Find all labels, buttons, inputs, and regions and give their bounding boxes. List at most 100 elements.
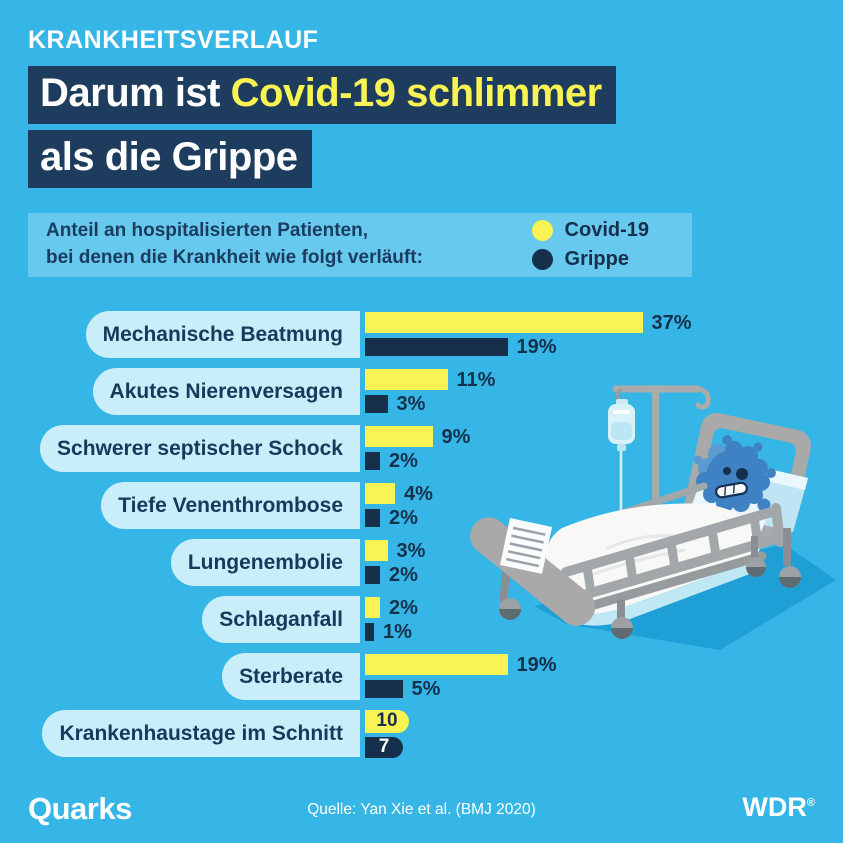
category-label: Tiefe Venenthrombose <box>101 482 360 529</box>
grippe-dot-icon <box>531 249 553 270</box>
chart-row: Lungenembolie 3% 2% <box>28 539 692 586</box>
category-cell: Sterberate <box>28 653 360 700</box>
bar-line-grippe: 19% <box>365 337 692 357</box>
category-cell: Mechanische Beatmung <box>28 311 360 358</box>
bar-line-covid: 19% <box>365 654 557 675</box>
legend-description: Anteil an hospitalisierten Patienten, be… <box>46 218 423 271</box>
category-label: Schwerer septischer Schock <box>40 425 360 472</box>
category-label: Akutes Nierenversagen <box>92 368 360 415</box>
bar-line-covid: 4% <box>365 483 433 504</box>
bar-covid <box>365 654 508 675</box>
bar-covid <box>365 483 395 504</box>
title-line1-white: Darum ist <box>40 71 231 115</box>
bars-group: 9% 2% <box>365 426 470 471</box>
bar-line-covid: 3% <box>365 540 425 561</box>
legend-item-covid: Covid-19 <box>531 219 649 242</box>
category-label: Krankenhaustage im Schnitt <box>42 710 360 757</box>
title-line1-highlight: Covid-19 schlimmer <box>230 71 603 115</box>
bar-line-grippe: 3% <box>365 394 495 414</box>
bars-group: 4% 2% <box>365 483 433 528</box>
bar-grippe <box>365 452 380 470</box>
bar-line-covid: 37% <box>365 312 692 333</box>
legend-item-grippe: Grippe <box>531 248 649 271</box>
category-cell: Tiefe Venenthrombose <box>28 482 360 529</box>
chart-row: Sterberate 19% 5% <box>28 653 692 700</box>
bar-value-label: 19% <box>516 336 557 358</box>
category-cell: Akutes Nierenversagen <box>28 368 360 415</box>
bar-value-label: 5% <box>411 678 441 700</box>
covid-dot-icon <box>531 220 553 241</box>
bar-line-grippe: 1% <box>365 622 418 642</box>
bar-line-grippe: 2% <box>365 451 470 471</box>
chart-row: Schwerer septischer Schock 9% 2% <box>28 425 692 472</box>
legend-items: Covid-19 Grippe <box>531 219 649 271</box>
bar-line-grippe: 2% <box>365 565 425 585</box>
bar-value-label: 4% <box>404 482 433 505</box>
bars-group: 3% 2% <box>365 540 425 585</box>
bar-value-label: 1% <box>383 621 412 643</box>
bar-value-label: 2% <box>389 564 418 586</box>
bar-value-label: 19% <box>516 653 557 676</box>
bed-legs <box>499 528 791 624</box>
category-label: Mechanische Beatmung <box>85 311 360 358</box>
category-label: Schlaganfall <box>202 596 360 643</box>
bar-covid <box>365 540 388 561</box>
category-cell: Lungenembolie <box>28 539 360 586</box>
bar-grippe <box>365 338 508 356</box>
bar-grippe <box>365 623 374 641</box>
bar-value-label: 2% <box>389 596 418 619</box>
iv-drip-icon <box>608 385 711 513</box>
kicker: KRANKHEITSVERLAUF <box>28 26 319 54</box>
bars-group: 19% 5% <box>365 654 557 699</box>
legend: Anteil an hospitalisierten Patienten, be… <box>28 213 692 277</box>
hospital-bed-illustration <box>470 385 836 650</box>
bars-group: 10 7 <box>365 709 409 758</box>
category-cell: Krankenhaustage im Schnitt <box>28 710 360 757</box>
legend-item-covid-label: Covid-19 <box>564 219 649 241</box>
category-label: Sterberate <box>222 653 360 700</box>
bar-line-covid: 2% <box>365 597 418 618</box>
chart-row: Mechanische Beatmung 37% 19% <box>28 311 692 358</box>
source-text: Quelle: Yan Xie et al. (BMJ 2020) <box>307 801 536 818</box>
page-title: Darum ist Covid-19 schlimmer als die Gri… <box>28 66 616 188</box>
title-line-1: Darum ist Covid-19 schlimmer <box>28 66 616 124</box>
bar-grippe: 7 <box>365 736 403 758</box>
chart-row: Krankenhaustage im Schnitt 10 7 <box>28 709 692 758</box>
bar-covid <box>365 426 433 447</box>
bar-value-label: 9% <box>441 425 471 448</box>
bar-value-label: 2% <box>389 507 418 529</box>
bar-line-covid: 10 <box>365 709 409 733</box>
legend-description-line1: Anteil an hospitalisierten Patienten, <box>46 220 369 242</box>
bar-line-grippe: 7 <box>365 736 409 758</box>
bar-grippe <box>365 680 403 698</box>
near-rail <box>561 503 785 604</box>
chart-row: Schlaganfall 2% 1% <box>28 596 692 643</box>
bar-covid <box>365 597 380 618</box>
bar-value-label: 3% <box>396 393 426 415</box>
bar-value-label: 2% <box>389 450 418 472</box>
bar-covid <box>365 312 643 333</box>
chart-row: Tiefe Venenthrombose 4% 2% <box>28 482 692 529</box>
bar-line-covid: 11% <box>365 369 495 390</box>
registered-mark: ® <box>806 797 815 809</box>
category-label: Lungenembolie <box>170 539 360 586</box>
quarks-logo: Quarks <box>28 791 132 826</box>
bar-grippe <box>365 509 380 527</box>
legend-item-grippe-label: Grippe <box>564 248 629 270</box>
bar-covid <box>365 369 448 390</box>
bar-line-grippe: 5% <box>365 679 557 699</box>
chart-row: Akutes Nierenversagen 11% 3% <box>28 368 692 415</box>
category-cell: Schwerer septischer Schock <box>28 425 360 472</box>
casters <box>499 557 801 639</box>
bar-value-label: 37% <box>651 311 692 334</box>
bar-grippe <box>365 395 388 413</box>
bar-value-label: 3% <box>396 539 426 562</box>
footer: Quarks Quelle: Yan Xie et al. (BMJ 2020)… <box>28 791 815 827</box>
legend-description-line2: bei denen die Krankheit wie folgt verläu… <box>46 247 423 268</box>
bar-grippe <box>365 566 380 584</box>
bar-line-covid: 9% <box>365 426 470 447</box>
bar-line-grippe: 2% <box>365 508 433 528</box>
bar-covid: 10 <box>365 709 409 733</box>
bars-group: 2% 1% <box>365 597 418 642</box>
